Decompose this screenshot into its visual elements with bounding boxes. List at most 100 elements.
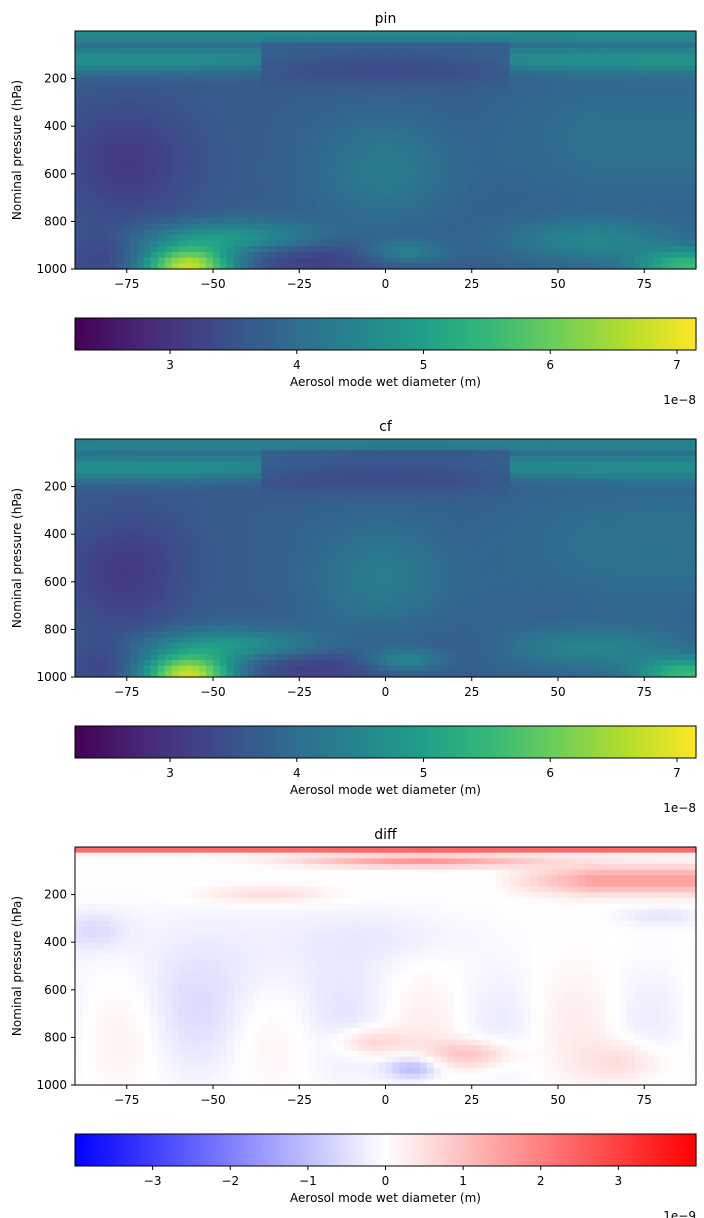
heatmap-cell [537,495,545,502]
heatmap-cell [378,490,387,497]
heatmap-cell [454,206,462,213]
heatmap-cell [406,82,414,89]
heatmap-cell [551,138,559,145]
heatmap-cell [571,252,580,259]
heatmap-cell [530,257,538,264]
heatmap-cell [261,144,269,151]
heatmap-cell [226,223,235,230]
heatmap-cell [675,263,683,270]
heatmap-cell [337,121,345,128]
heatmap-cell [282,184,290,191]
heatmap-cell [454,87,462,94]
heatmap-cell [537,133,545,140]
heatmap-cell [247,42,255,49]
heatmap-cell [633,93,642,100]
heatmap-cell [268,456,276,463]
heatmap-cell [571,48,580,55]
heatmap-cell [337,201,345,208]
heatmap-cell [585,206,594,213]
heatmap-cell [516,178,525,185]
heatmap-cell [661,155,669,162]
heatmap-cell [316,450,324,457]
heatmap-cell [413,257,421,264]
heatmap-cell [226,444,235,451]
heatmap-cell [447,257,456,264]
heatmap-cell [95,189,104,196]
colorbar-segment [439,318,445,350]
heatmap-cell [654,59,663,66]
heatmap-cell [316,218,324,225]
heatmap-cell [157,461,166,468]
heatmap-cell [489,59,497,66]
heatmap-cell [371,195,380,202]
heatmap-cell [682,59,690,66]
heatmap-cell [226,184,235,191]
heatmap-cell [682,76,690,83]
heatmap-cell [330,99,338,106]
heatmap-cell [171,195,180,202]
heatmap-cell [475,167,483,174]
heatmap-cell [516,184,525,191]
heatmap-cell [406,31,414,38]
heatmap-cell [447,490,456,497]
heatmap-cell [302,42,311,49]
heatmap-cell [316,138,324,145]
heatmap-cell [440,484,449,491]
heatmap-cell [461,212,469,219]
heatmap-cell [268,65,276,72]
heatmap-cell [378,456,387,463]
heatmap-cell [330,104,338,111]
heatmap-cell [413,87,421,94]
heatmap-cell [351,116,359,123]
heatmap-cell [371,48,380,55]
heatmap-cell [502,36,511,43]
heatmap-cell [323,127,331,134]
heatmap-cell [475,439,483,446]
heatmap-cell [592,42,600,49]
heatmap-cell [275,201,283,208]
heatmap-cell [164,31,173,38]
heatmap-cell [537,178,545,185]
heatmap-cell [295,206,304,213]
heatmap-cell [654,456,663,463]
heatmap-cell [502,172,511,179]
heatmap-cell [226,229,235,236]
heatmap-cell [392,167,400,174]
heatmap-cell [316,99,324,106]
heatmap-cell [364,450,373,457]
heatmap-cell [302,490,311,497]
heatmap-cell [337,263,345,270]
heatmap-cell [599,87,607,94]
heatmap-cell [213,495,221,502]
heatmap-cell [275,104,283,111]
heatmap-cell [144,104,152,111]
heatmap-cell [640,195,649,202]
heatmap-cell [558,495,566,502]
heatmap-cell [689,490,697,497]
heatmap-cell [654,246,663,253]
heatmap-cell [530,76,538,83]
heatmap-cell [689,65,697,72]
heatmap-cell [558,195,566,202]
heatmap-cell [268,461,276,468]
heatmap-cell [399,450,407,457]
heatmap-cell [219,439,228,446]
heatmap-cell [123,235,131,242]
heatmap-cell [689,439,697,446]
heatmap-cell [254,70,262,77]
heatmap-cell [75,189,83,196]
heatmap-cell [316,65,324,72]
heatmap-cell [661,93,669,100]
heatmap-cell [164,82,173,89]
heatmap-cell [399,484,407,491]
heatmap-cell [468,189,476,196]
heatmap-cell [502,263,511,270]
heatmap-cell [406,70,414,77]
heatmap-cell [192,53,200,60]
heatmap-cell [351,444,359,451]
heatmap-cell [316,444,324,451]
heatmap-cell [357,490,366,497]
heatmap-cell [337,99,345,106]
heatmap-cell [509,161,518,168]
heatmap-cell [502,495,511,502]
